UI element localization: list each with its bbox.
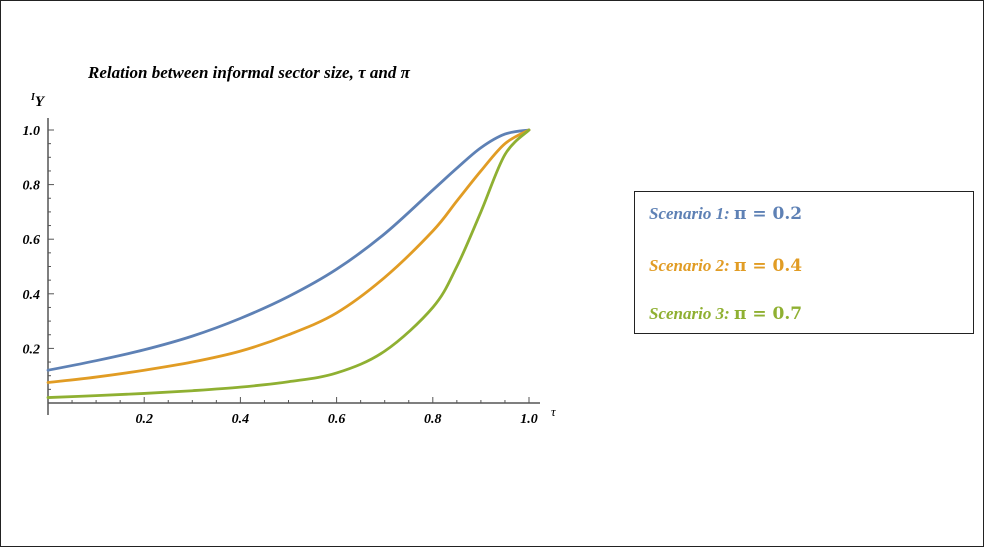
x-tick-label: 0.2 <box>135 412 153 427</box>
y-axis-label: IY <box>31 92 44 111</box>
y-tick-label: 1.0 <box>23 124 41 139</box>
legend: Scenario 1: π = 0.2 Scenario 2: π = 0.4 … <box>634 191 974 334</box>
y-axis-label-main: Y <box>34 94 45 110</box>
legend-label-scenario-1: Scenario 1: <box>649 204 734 223</box>
y-tick-label: 0.8 <box>23 179 41 194</box>
x-axis-label: τ <box>551 404 556 419</box>
series-line-scenario-1 <box>46 128 531 372</box>
legend-value-scenario-2: π = 0.4 <box>734 256 803 276</box>
series-line-scenario-2 <box>46 128 531 384</box>
x-tick-label: 0.6 <box>328 412 346 427</box>
x-tick-label: 0.4 <box>232 412 250 427</box>
series-line-scenario-3 <box>46 128 531 399</box>
x-tick-label: 0.8 <box>424 412 442 427</box>
y-tick-label: 0.6 <box>23 233 41 248</box>
y-tick-label: 0.2 <box>23 342 41 357</box>
legend-item-scenario-2: Scenario 2: π = 0.4 <box>649 256 802 276</box>
legend-value-scenario-3: π = 0.7 <box>734 304 803 324</box>
legend-label-scenario-2: Scenario 2: <box>649 256 734 275</box>
legend-label-scenario-3: Scenario 3: <box>649 304 734 323</box>
x-tick-label: 1.0 <box>520 412 538 427</box>
legend-item-scenario-3: Scenario 3: π = 0.7 <box>649 304 802 324</box>
chart-title: Relation between informal sector size, τ… <box>88 63 410 82</box>
y-tick-label: 0.4 <box>23 288 41 303</box>
y-axis-label-superscript: I <box>31 92 35 103</box>
legend-item-scenario-1: Scenario 1: π = 0.2 <box>649 204 802 224</box>
legend-value-scenario-1: π = 0.2 <box>734 204 803 224</box>
